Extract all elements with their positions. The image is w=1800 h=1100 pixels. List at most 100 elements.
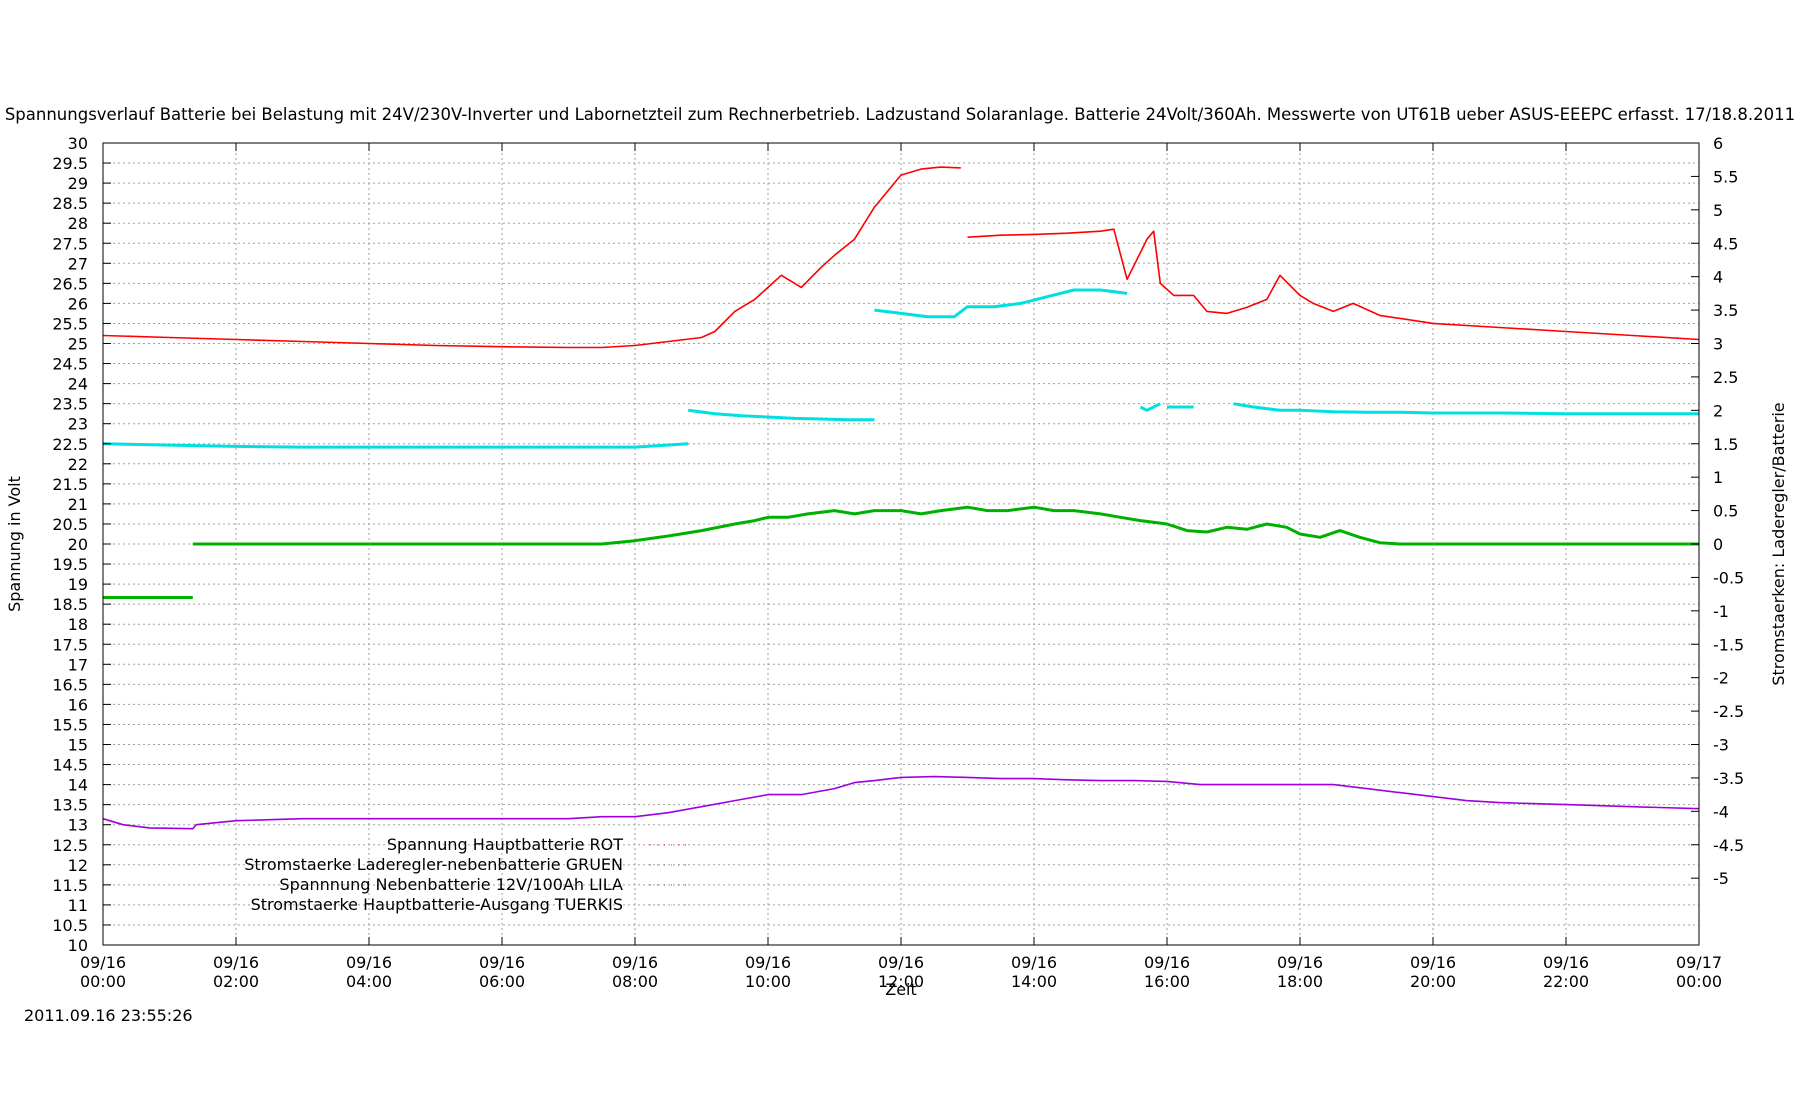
y2-axis-label: Stromstaerken: Laderegler/Batterie (1769, 402, 1788, 685)
x-axis-label: Zeit (885, 980, 917, 999)
series-layer (102, 166, 1700, 830)
y-tick-label: 27 (68, 254, 88, 273)
y2-tick-label: -5 (1713, 869, 1729, 888)
legend-label: Spannung Hauptbatterie ROT (387, 835, 623, 854)
y-tick-label: 26.5 (52, 274, 88, 293)
y2-tick-label: 3.5 (1713, 301, 1738, 320)
y2-tick-label: 5.5 (1713, 167, 1738, 186)
x-tick-label-time: 14:00 (1011, 972, 1057, 991)
x-tick-label-time: 00:00 (1676, 972, 1722, 991)
y-tick-label: 23 (68, 415, 88, 434)
y-axis-label: Spannung in Volt (5, 476, 24, 612)
y-tick-label: 20.5 (52, 515, 88, 534)
series-line-4 (102, 288, 1699, 449)
y2-tick-label: 3 (1713, 335, 1723, 354)
x-tick-label-date: 09/16 (1144, 953, 1190, 972)
y-tick-label: 14.5 (52, 756, 88, 775)
y-tick-label: 26 (68, 294, 88, 313)
y-tick-label: 29 (68, 174, 88, 193)
timestamp: 2011.09.16 23:55:26 (24, 1006, 193, 1025)
y-tick-label: 15.5 (52, 715, 88, 734)
y-tick-label: 22 (68, 455, 88, 474)
x-tick-label-time: 12:00 (878, 972, 924, 991)
y-tick-label: 12 (68, 856, 88, 875)
x-tick-label-time: 02:00 (213, 972, 259, 991)
y-tick-label: 28.5 (52, 194, 88, 213)
x-tick-label-time: 16:00 (1144, 972, 1190, 991)
y-tick-label: 11 (68, 896, 88, 915)
y2-tick-label: 1.5 (1713, 435, 1738, 454)
legend-label: Stromstaerke Hauptbatterie-Ausgang TUERK… (251, 895, 623, 914)
y2-tick-label: 6 (1713, 134, 1723, 153)
y2-tick-label: 4 (1713, 268, 1723, 287)
y-tick-label: 11.5 (52, 876, 88, 895)
y-tick-label: 16 (68, 695, 88, 714)
y2-tick-label: 5 (1713, 201, 1723, 220)
y2-tick-label: 1 (1713, 468, 1723, 487)
y-tick-label: 17 (68, 655, 88, 674)
y-tick-label: 19 (68, 575, 88, 594)
y-tick-label: 14 (68, 776, 88, 795)
series-line-2 (103, 505, 1699, 599)
y-tick-label: 24 (68, 375, 88, 394)
y2-tick-label: -4.5 (1713, 836, 1744, 855)
y2-tick-label: 2 (1713, 401, 1723, 420)
y-tick-label: 21.5 (52, 475, 88, 494)
series-line-3 (102, 775, 1700, 830)
x-tick-label-date: 09/16 (878, 953, 924, 972)
y-tick-label: 13.5 (52, 796, 88, 815)
y-tick-label: 23.5 (52, 395, 88, 414)
y2-tick-label: -0.5 (1713, 568, 1744, 587)
y-tick-label: 12.5 (52, 836, 88, 855)
y-tick-label: 30 (68, 134, 88, 153)
x-tick-label-date: 09/16 (80, 953, 126, 972)
x-tick-label-date: 09/16 (479, 953, 525, 972)
x-tick-label-time: 20:00 (1410, 972, 1456, 991)
y-tick-label: 18 (68, 615, 88, 634)
grid (103, 143, 1699, 945)
y-tick-label: 15 (68, 736, 88, 755)
y-tick-label: 25 (68, 335, 88, 354)
x-tick-label-time: 18:00 (1277, 972, 1323, 991)
x-tick-label-time: 04:00 (346, 972, 392, 991)
y-tick-label: 18.5 (52, 595, 88, 614)
series-line-1 (102, 166, 1700, 349)
y-tick-label: 21 (68, 495, 88, 514)
tick-labels: 09/1600:0009/1602:0009/1604:0009/1606:00… (52, 134, 1744, 991)
y-tick-label: 13 (68, 816, 88, 835)
chart-title: Spannungsverlauf Batterie bei Belastung … (5, 105, 1795, 124)
y2-tick-label: -2.5 (1713, 702, 1744, 721)
y2-tick-label: 0 (1713, 535, 1723, 554)
y2-tick-label: -4 (1713, 802, 1729, 821)
x-tick-label-date: 09/16 (745, 953, 791, 972)
x-tick-label-time: 10:00 (745, 972, 791, 991)
x-tick-label-date: 09/16 (612, 953, 658, 972)
y-tick-label: 25.5 (52, 314, 88, 333)
y-tick-label: 28 (68, 214, 88, 233)
y2-tick-label: 4.5 (1713, 234, 1738, 253)
x-tick-label-time: 06:00 (479, 972, 525, 991)
legend-label: Spannnung Nebenbatterie 12V/100Ah LILA (279, 875, 623, 894)
y2-tick-label: -3.5 (1713, 769, 1744, 788)
x-tick-label-time: 08:00 (612, 972, 658, 991)
y-tick-label: 29.5 (52, 154, 88, 173)
y2-tick-label: 2.5 (1713, 368, 1738, 387)
y2-tick-label: -2 (1713, 669, 1729, 688)
x-tick-label-time: 00:00 (80, 972, 126, 991)
y2-tick-label: -1.5 (1713, 635, 1744, 654)
y2-tick-label: 0.5 (1713, 502, 1738, 521)
x-tick-label-time: 22:00 (1543, 972, 1589, 991)
y-tick-label: 27.5 (52, 234, 88, 253)
x-tick-label-date: 09/16 (213, 953, 259, 972)
x-tick-label-date: 09/16 (1410, 953, 1456, 972)
y2-tick-label: -3 (1713, 736, 1729, 755)
x-tick-label-date: 09/16 (1011, 953, 1057, 972)
y-tick-label: 24.5 (52, 355, 88, 374)
x-tick-label-date: 09/16 (1543, 953, 1589, 972)
ticks (102, 142, 1700, 946)
y-tick-label: 10 (68, 936, 88, 955)
x-tick-label-date: 09/17 (1676, 953, 1722, 972)
y2-tick-label: -1 (1713, 602, 1729, 621)
